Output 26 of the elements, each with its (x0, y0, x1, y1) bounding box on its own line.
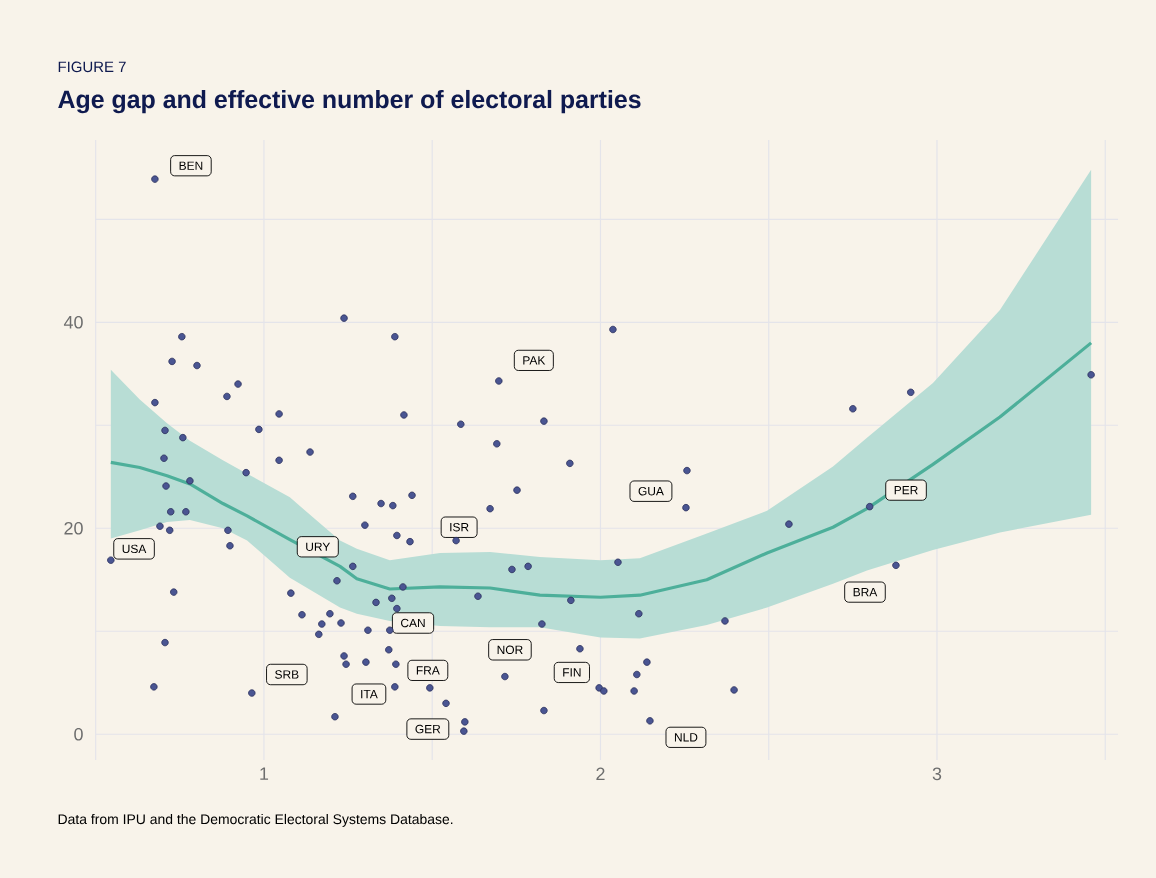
annotation: FIN (563, 668, 581, 677)
annotation: PER (894, 486, 918, 495)
annotation: ITA (361, 689, 378, 699)
annotation: NOR (497, 645, 523, 655)
y-tick-label: 0 (74, 727, 83, 741)
line-series (109, 341, 1093, 599)
x-tick-label: 3 (932, 767, 942, 781)
y-tick-label: 20 (64, 521, 83, 535)
text: Data from IPU and the Democratic Electoral Systems Database. (58, 813, 453, 827)
chart-title: Age gap and effective number of electoral parties (58, 89, 641, 114)
annotation: SRB (275, 670, 299, 679)
annotation: BEN (179, 161, 203, 170)
annotation: URY (306, 542, 331, 551)
chart-subtitle: FIGURE 7 (58, 61, 126, 73)
annotation: FRA (416, 666, 440, 675)
x-tick-label: 1 (260, 767, 269, 780)
annotation: GER (415, 724, 441, 734)
y-tick-label: 40 (63, 315, 83, 329)
annotation: USA (122, 544, 147, 554)
annotation: ISR (450, 523, 469, 532)
annotation: BRA (853, 588, 878, 597)
x-tick-label: 2 (596, 767, 605, 781)
annotation: CAN (401, 618, 425, 628)
annotation: PAK (523, 356, 546, 365)
annotation: GUA (638, 486, 664, 496)
annotation: NLD (674, 733, 698, 742)
